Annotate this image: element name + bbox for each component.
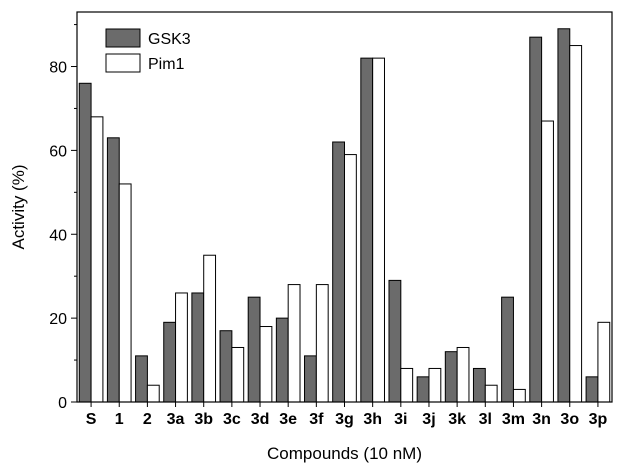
bar-gsk3-1 xyxy=(106,137,120,403)
legend-label-gsk3: GSK3 xyxy=(148,31,191,48)
y-axis: 0 20 40 60 80 xyxy=(49,24,77,412)
bar-gsk3-3d xyxy=(247,296,261,403)
x-tick-label-3g: 3g xyxy=(335,411,354,428)
bar-gsk3-3k xyxy=(444,351,458,403)
bar-pim1-3a xyxy=(175,292,188,403)
x-axis: S 1 2 3a 3b 3c 3d 3e 3f 3g 3h 3i 3j 3k 3l 3m 3n 3o 3p xyxy=(86,402,608,428)
bar-gsk3-s xyxy=(78,82,92,403)
bar-pim1-3n xyxy=(541,120,554,403)
x-tick-label-3n: 3n xyxy=(532,411,551,428)
bar-pim1-3j xyxy=(428,367,442,403)
bar-gsk3-3n xyxy=(529,36,543,403)
bar-pim1-3k xyxy=(456,346,470,403)
x-tick-label-3d: 3d xyxy=(251,411,270,428)
x-tick-label-2: 2 xyxy=(143,411,152,428)
bar-gsk3-2 xyxy=(135,355,148,403)
x-tick-label-3i: 3i xyxy=(394,411,407,428)
legend: GSK3 Pim1 xyxy=(105,28,191,73)
x-tick-label-3c: 3c xyxy=(223,411,241,428)
x-tick-label-3e: 3e xyxy=(279,411,297,428)
x-tick-label-3p: 3p xyxy=(589,411,608,428)
y-tick-label-40: 40 xyxy=(49,227,67,244)
legend-label-pim1: Pim1 xyxy=(148,56,185,73)
bar-pim1-3i xyxy=(400,367,414,403)
bars-group xyxy=(78,28,611,403)
bar-pim1-2 xyxy=(146,384,160,403)
bar-pim1-3h xyxy=(372,57,385,403)
bar-pim1-3c xyxy=(231,346,245,403)
bar-gsk3-3p xyxy=(585,376,599,403)
bar-gsk3-3e xyxy=(275,317,289,403)
bar-gsk3-3o xyxy=(557,28,571,403)
bar-gsk3-3f xyxy=(304,355,317,403)
x-tick-label-3l: 3l xyxy=(479,411,492,428)
y-tick-label-60: 60 xyxy=(49,143,67,160)
x-tick-label-3b: 3b xyxy=(194,411,213,428)
bar-pim1-3d xyxy=(259,326,273,403)
y-tick-label-80: 80 xyxy=(49,60,67,77)
y-tick-label-0: 0 xyxy=(58,395,67,412)
x-tick-label-3f: 3f xyxy=(309,411,324,428)
bar-gsk3-3l xyxy=(472,367,486,403)
bar-gsk3-3j xyxy=(416,376,430,403)
bar-pim1-3f xyxy=(315,284,329,403)
x-tick-label-3j: 3j xyxy=(422,411,435,428)
bar-gsk3-3i xyxy=(388,279,402,403)
bar-pim1-3p xyxy=(597,321,611,403)
bar-gsk3-3b xyxy=(191,292,205,403)
bar-pim1-1 xyxy=(118,183,132,403)
legend-swatch-pim1 xyxy=(105,53,141,73)
bar-pim1-3m xyxy=(512,388,526,403)
x-tick-label-3k: 3k xyxy=(448,411,466,428)
bar-pim1-3l xyxy=(484,384,498,403)
x-axis-title: Compounds (10 nM) xyxy=(267,444,422,463)
bar-pim1-s xyxy=(90,116,104,403)
bar-pim1-3b xyxy=(203,254,217,403)
bar-gsk3-3h xyxy=(360,57,374,403)
x-tick-label-s: S xyxy=(86,411,97,428)
x-tick-label-1: 1 xyxy=(115,411,124,428)
bar-pim1-3e xyxy=(287,284,301,403)
x-tick-label-3a: 3a xyxy=(167,411,185,428)
y-axis-title: Activity (%) xyxy=(9,165,28,250)
x-tick-label-3m: 3m xyxy=(502,411,525,428)
x-tick-label-3o: 3o xyxy=(560,411,579,428)
x-tick-label-3h: 3h xyxy=(363,411,382,428)
bar-pim1-3o xyxy=(569,45,583,403)
bar-gsk3-3c xyxy=(219,330,233,403)
bar-gsk3-3a xyxy=(163,321,177,403)
bar-pim1-3g xyxy=(344,154,357,403)
bar-gsk3-3m xyxy=(501,296,514,403)
legend-swatch-gsk3 xyxy=(105,28,141,48)
y-tick-label-20: 20 xyxy=(49,311,67,328)
bar-gsk3-3g xyxy=(332,141,346,403)
